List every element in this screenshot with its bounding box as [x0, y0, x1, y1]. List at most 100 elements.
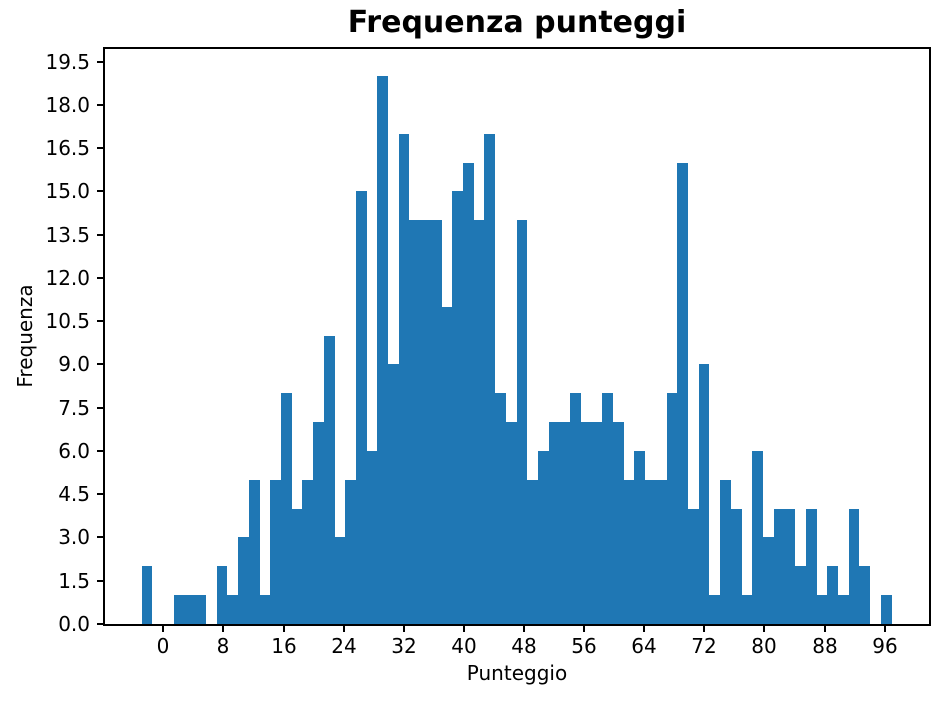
histogram-bar — [185, 595, 195, 624]
histogram-bar — [645, 480, 656, 624]
histogram-bar — [667, 393, 677, 624]
histogram-bar — [720, 480, 731, 624]
y-tick-label: 16.5 — [45, 136, 90, 160]
histogram-bar — [238, 537, 249, 624]
histogram-bar — [527, 480, 538, 624]
y-tick-mark — [97, 277, 103, 279]
histogram-bar — [613, 422, 624, 624]
y-tick-mark — [97, 536, 103, 538]
histogram-bar — [345, 480, 356, 624]
histogram-bar — [431, 220, 442, 624]
x-tick-mark — [583, 626, 585, 632]
x-tick-label: 48 — [511, 634, 537, 658]
y-tick-mark — [97, 363, 103, 365]
x-tick-mark — [884, 626, 886, 632]
histogram-bar — [270, 480, 281, 624]
x-tick-label: 24 — [331, 634, 357, 658]
x-tick-label: 80 — [751, 634, 777, 658]
y-tick-mark — [97, 580, 103, 582]
x-tick-mark — [523, 626, 525, 632]
histogram-bar — [399, 134, 409, 624]
histogram-bar — [795, 566, 806, 624]
histogram-bar — [538, 451, 549, 624]
x-tick-label: 32 — [391, 634, 417, 658]
histogram-bar — [559, 422, 570, 624]
histogram-bar — [142, 566, 152, 624]
histogram-bar — [602, 393, 613, 624]
x-tick-mark — [162, 626, 164, 632]
histogram-bar — [859, 566, 870, 624]
histogram-bar — [195, 595, 206, 624]
histogram-bar — [227, 595, 238, 624]
y-tick-mark — [97, 104, 103, 106]
y-tick-label: 4.5 — [58, 482, 90, 506]
histogram-bar — [688, 509, 699, 624]
histogram-bar — [784, 509, 795, 624]
histogram-bar — [452, 191, 463, 624]
x-tick-mark — [463, 626, 465, 632]
x-tick-mark — [703, 626, 705, 632]
y-tick-mark — [97, 61, 103, 63]
y-tick-label: 1.5 — [58, 569, 90, 593]
x-tick-label: 8 — [216, 634, 230, 658]
histogram-bar — [474, 220, 484, 624]
histogram-bar — [581, 422, 592, 624]
histogram-bar — [827, 566, 838, 624]
histogram-bar — [249, 480, 260, 624]
histogram-bar — [763, 537, 774, 624]
histogram-bar — [634, 451, 645, 624]
x-tick-label: 56 — [571, 634, 597, 658]
histogram-bar — [420, 220, 431, 624]
y-tick-label: 18.0 — [45, 93, 90, 117]
histogram-bar — [313, 422, 324, 624]
histogram-bar — [377, 76, 388, 624]
y-tick-label: 13.5 — [45, 223, 90, 247]
x-tick-label: 40 — [451, 634, 477, 658]
y-tick-mark — [97, 234, 103, 236]
histogram-bar — [463, 163, 474, 624]
x-axis-label: Punteggio — [466, 661, 568, 685]
histogram-bar — [302, 480, 313, 624]
histogram-bar — [174, 595, 185, 624]
histogram-bar — [506, 422, 517, 624]
x-tick-mark — [643, 626, 645, 632]
histogram-bar — [677, 163, 688, 624]
histogram-bar — [699, 364, 709, 624]
y-tick-label: 9.0 — [58, 352, 90, 376]
histogram-bar — [656, 480, 667, 624]
histogram-bar — [495, 393, 506, 624]
y-tick-label: 15.0 — [45, 179, 90, 203]
bars-container — [105, 49, 929, 624]
y-tick-label: 6.0 — [58, 439, 90, 463]
y-tick-label: 10.5 — [45, 309, 90, 333]
y-tick-label: 0.0 — [58, 612, 90, 636]
histogram-bar — [624, 480, 634, 624]
histogram-bar — [260, 595, 270, 624]
x-tick-label: 0 — [156, 634, 170, 658]
histogram-bar — [774, 509, 784, 624]
histogram-bar — [281, 393, 292, 624]
histogram-bar — [570, 393, 581, 624]
y-tick-mark — [97, 147, 103, 149]
y-tick-mark — [97, 450, 103, 452]
plot-frame — [103, 47, 931, 626]
histogram-bar — [292, 509, 302, 624]
histogram-bar — [838, 595, 849, 624]
histogram-bar — [324, 336, 335, 624]
y-tick-mark — [97, 190, 103, 192]
histogram-bar — [442, 307, 452, 624]
x-tick-label: 72 — [691, 634, 717, 658]
histogram-bar — [731, 509, 742, 624]
y-tick-mark — [97, 407, 103, 409]
histogram-bar — [817, 595, 827, 624]
x-tick-mark — [343, 626, 345, 632]
histogram-bar — [752, 451, 763, 624]
y-tick-mark — [97, 493, 103, 495]
y-tick-label: 12.0 — [45, 266, 90, 290]
x-tick-label: 64 — [631, 634, 657, 658]
histogram-bar — [367, 451, 377, 624]
histogram-bar — [806, 509, 817, 624]
histogram-bar — [217, 566, 227, 624]
histogram-bar — [409, 220, 420, 624]
